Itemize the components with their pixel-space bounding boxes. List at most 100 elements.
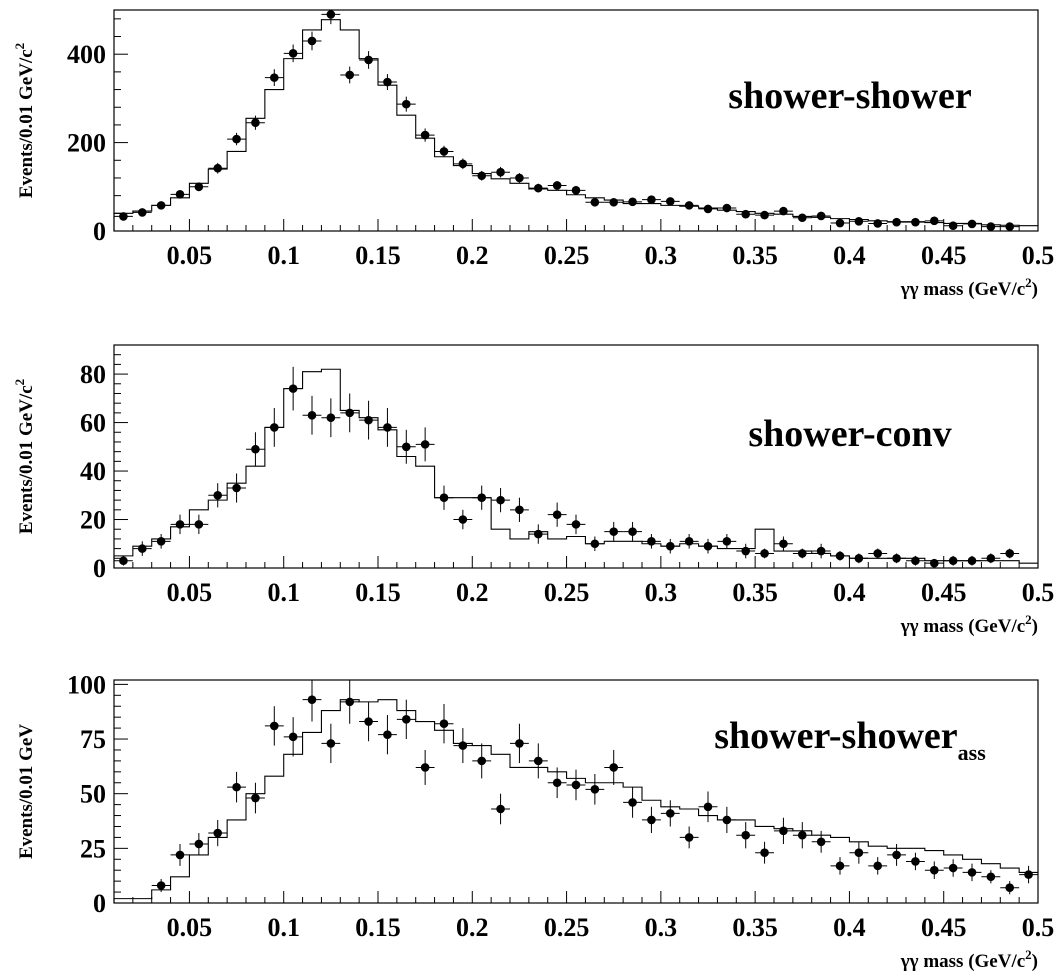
data-point: [642, 195, 661, 204]
data-point: [321, 398, 341, 438]
data-marker: [345, 408, 355, 418]
data-marker: [948, 556, 958, 566]
chart-panel-1: 0.05 0.1 0.15 0.2 0.25 0.3 0.35 0.4 0.45 0.5 0 200 4…: [12, 9, 1055, 300]
data-marker: [458, 515, 468, 524]
data-marker: [722, 537, 732, 546]
data-point: [887, 217, 906, 227]
data-marker: [269, 73, 279, 82]
data-marker: [628, 197, 637, 207]
data-marker: [137, 544, 147, 553]
data-marker: [911, 556, 920, 566]
data-point: [1000, 548, 1020, 559]
data-marker: [609, 527, 619, 536]
x-axis-label-end: ): [1032, 951, 1038, 972]
mc-histogram-line: [113, 368, 1038, 568]
y-tick-label: 75: [80, 725, 106, 754]
data-marker: [816, 837, 826, 847]
data-point: [1019, 865, 1038, 884]
y-axis-label-main: Events/0.01 GeV/c: [16, 385, 37, 534]
data-point: [264, 69, 284, 87]
data-marker: [1005, 883, 1015, 892]
data-marker: [929, 865, 939, 875]
data-marker: [967, 868, 977, 877]
data-marker: [251, 118, 260, 128]
data-point: [547, 181, 567, 190]
data-point: [868, 857, 888, 875]
data-point: [774, 206, 793, 216]
x-tick-label: 0.15: [355, 578, 401, 607]
data-marker: [967, 219, 977, 229]
data-point: [604, 521, 624, 542]
data-marker: [213, 490, 223, 500]
data-point: [1000, 222, 1020, 231]
data-point: [170, 843, 190, 866]
data-marker: [892, 217, 901, 227]
x-tick-label: 0.15: [355, 913, 401, 942]
data-point: [962, 863, 982, 882]
mc-histogram-line: [113, 19, 1038, 231]
data-point: [660, 800, 680, 827]
data-marker: [496, 167, 505, 177]
y-axis-label-superscript: 2: [12, 43, 27, 50]
data-marker: [175, 850, 185, 860]
x-tick-label: 0.5: [1022, 241, 1055, 270]
data-point: [830, 551, 850, 561]
data-point: [547, 767, 567, 799]
data-marker: [383, 77, 392, 87]
data-point: [736, 209, 756, 219]
x-tick-label: 0.4: [833, 241, 866, 270]
data-point: [604, 197, 624, 207]
data-point: [227, 473, 246, 503]
y-tick-label: 0: [93, 217, 106, 246]
y-tick-label: 100: [67, 670, 106, 699]
data-marker: [364, 717, 373, 726]
plot-frame: [113, 9, 1039, 232]
data-point: [132, 208, 152, 217]
data-marker: [684, 537, 694, 546]
data-marker: [571, 186, 581, 195]
data-point: [811, 211, 831, 221]
data-marker: [722, 203, 732, 213]
x-axis-label-main: γγ mass (GeV/c: [900, 279, 1025, 300]
data-marker: [741, 830, 751, 840]
data-marker: [401, 715, 411, 724]
data-marker: [911, 857, 920, 866]
x-tick-label: 0.3: [645, 241, 678, 270]
data-marker: [288, 49, 298, 58]
panel-title-main: shower-shower: [728, 75, 972, 117]
data-point: [453, 509, 473, 530]
data-marker: [345, 697, 355, 707]
y-axis-label-superscript: 2: [12, 379, 27, 386]
data-point: [189, 833, 209, 855]
data-marker: [967, 556, 977, 566]
data-marker: [647, 815, 656, 825]
data-marker: [194, 520, 204, 529]
data-point: [981, 222, 1001, 231]
y-axis-label-main: Events/0.01 GeV: [16, 724, 37, 859]
data-marker: [175, 520, 185, 529]
data-point: [698, 791, 718, 823]
data-marker: [326, 739, 336, 748]
data-point: [246, 115, 265, 130]
data-marker: [948, 863, 958, 873]
data-marker: [760, 549, 769, 558]
data-point: [208, 483, 228, 508]
data-marker: [307, 695, 317, 704]
data-point: [396, 699, 416, 740]
x-tick-label: 0.05: [167, 913, 213, 942]
data-point: [585, 774, 605, 805]
data-point: [302, 395, 322, 435]
data-point: [132, 541, 152, 556]
data-marker: [420, 440, 430, 449]
x-tick-label: 0.4: [833, 913, 866, 942]
y-tick-label: 0: [93, 889, 106, 918]
data-point: [887, 553, 906, 564]
data-point: [906, 852, 925, 871]
y-tick-label: 200: [67, 129, 106, 158]
data-point: [472, 170, 492, 181]
data-marker: [458, 741, 468, 750]
data-marker: [797, 830, 807, 840]
data-marker: [420, 130, 430, 140]
data-point: [924, 216, 944, 226]
data-marker: [986, 222, 996, 231]
